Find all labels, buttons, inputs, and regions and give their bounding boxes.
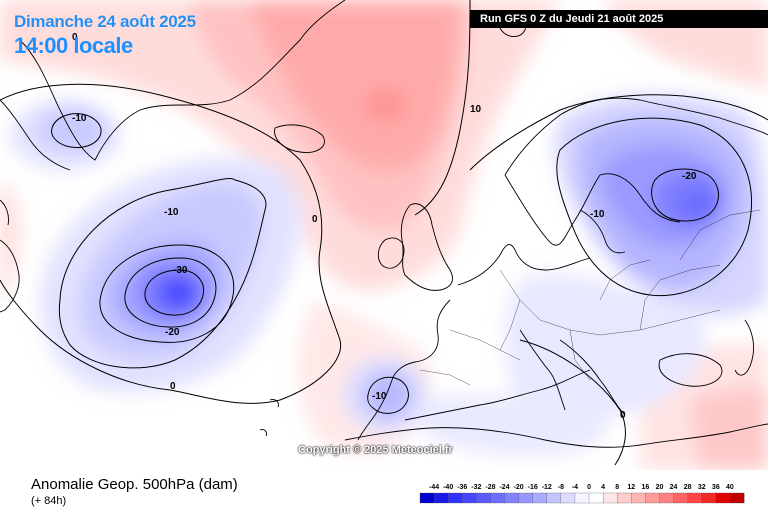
legend-tick-label: -44 xyxy=(429,484,439,491)
contour-label: -30 xyxy=(173,265,188,276)
legend-tick-label: -36 xyxy=(457,484,467,491)
legend-tick-label: -4 xyxy=(572,484,578,491)
geopotential-anomaly-map: -10 0 -10 -30 -20 0 0 10 -10 -20 -10 0 xyxy=(0,0,768,470)
variable-title: Anomalie Geop. 500hPa (dam) xyxy=(31,476,238,493)
contour-label: -20 xyxy=(165,327,180,338)
legend-swatch xyxy=(588,492,604,504)
contour-atlantic-minus-30 xyxy=(144,269,205,316)
footer-bar xyxy=(0,470,768,512)
contour-lines xyxy=(0,0,768,466)
contour-atlantic-minus-25 xyxy=(124,257,217,328)
legend-tick-label: 12 xyxy=(627,484,635,491)
contour-label: 0 xyxy=(170,381,176,392)
contour-label: 10 xyxy=(470,104,482,115)
lead-time: (+ 84h) xyxy=(31,495,67,507)
legend-tick-label: -12 xyxy=(542,484,552,491)
legend-tick-label: 24 xyxy=(670,484,678,491)
contour-label: 0 xyxy=(312,214,318,225)
legend-tick-label: -8 xyxy=(558,484,564,491)
legend-swatch xyxy=(546,492,562,504)
legend-tick-label: -28 xyxy=(485,484,495,491)
contour-label: -10 xyxy=(372,391,387,402)
contour-scand-minus-10 xyxy=(556,117,752,297)
forecast-date: Dimanche 24 août 2025 xyxy=(14,12,196,31)
contour-zero-main xyxy=(0,83,342,404)
contour-zero-south xyxy=(519,339,626,466)
copyright-notice: Copyright © 2025 Meteociel.fr xyxy=(298,444,453,456)
legend-swatch xyxy=(659,492,675,504)
legend-tick-label: -20 xyxy=(514,484,524,491)
contour-atlantic-minus-10 xyxy=(58,177,267,369)
legend-tick-label: 32 xyxy=(698,484,706,491)
legend-swatch xyxy=(673,492,689,504)
legend-swatch xyxy=(715,492,731,504)
legend-swatch xyxy=(518,492,534,504)
color-scale-legend: -44 -40 -36 -32 -28 -24 -20 -16 -12 -8 -4 0 4 8 12 16 20… xyxy=(419,484,745,504)
coastlines xyxy=(0,0,768,448)
legend-swatch xyxy=(490,492,505,504)
contour-plus-10 xyxy=(414,0,471,216)
legend-swatch xyxy=(532,492,548,504)
legend-tick-label: 8 xyxy=(615,484,619,491)
legend-swatch xyxy=(645,492,660,504)
legend-tick-label: 20 xyxy=(656,484,664,491)
run-info-banner: Run GFS 0 Z du Jeudi 21 août 2025 xyxy=(470,10,768,28)
legend-tick-label: 28 xyxy=(684,484,692,491)
contour-label: -10 xyxy=(164,207,179,218)
contour-scand-minus-20 xyxy=(651,168,719,222)
contour-label: -10 xyxy=(590,209,605,220)
contour-labels: -10 0 -10 -30 -20 0 0 10 -10 -20 -10 0 xyxy=(72,32,697,421)
contour-label: 0 xyxy=(620,410,626,421)
legend-swatch xyxy=(448,492,463,504)
legend-swatch xyxy=(602,492,618,504)
legend-tick-label: 4 xyxy=(601,484,605,491)
legend-swatch xyxy=(574,492,590,504)
legend-tick-label: 40 xyxy=(726,484,734,491)
legend-tick-label: -24 xyxy=(499,484,509,491)
legend-swatch xyxy=(631,492,646,504)
legend-tick-label: -32 xyxy=(471,484,481,491)
contour-label: 0 xyxy=(72,32,78,43)
legend-swatch xyxy=(462,492,477,504)
legend-tick-label: 16 xyxy=(641,484,649,491)
legend-tick-label: 36 xyxy=(712,484,720,491)
legend-swatch xyxy=(729,492,745,504)
legend-swatch xyxy=(433,492,449,504)
contour-iberia-minus-10 xyxy=(367,376,409,414)
contour-atlantic-minus-20 xyxy=(99,244,235,343)
contour-label: -10 xyxy=(72,113,87,124)
country-borders xyxy=(419,209,761,386)
legend-swatch xyxy=(701,492,717,504)
legend-tick-label: -16 xyxy=(528,484,538,491)
legend-swatch xyxy=(476,492,491,504)
legend-swatch xyxy=(419,492,435,504)
legend-swatch xyxy=(687,492,703,504)
legend-swatch xyxy=(617,492,632,504)
legend-swatch xyxy=(560,492,576,504)
contour-zero-east xyxy=(469,94,768,171)
forecast-time: 14:00 locale xyxy=(14,33,133,58)
contour-label: -20 xyxy=(682,171,697,182)
legend-swatch xyxy=(504,492,520,504)
legend-tick-label: -40 xyxy=(443,484,453,491)
legend-tick-label: 0 xyxy=(587,484,591,491)
contour-greenland-minus-10 xyxy=(51,113,102,149)
